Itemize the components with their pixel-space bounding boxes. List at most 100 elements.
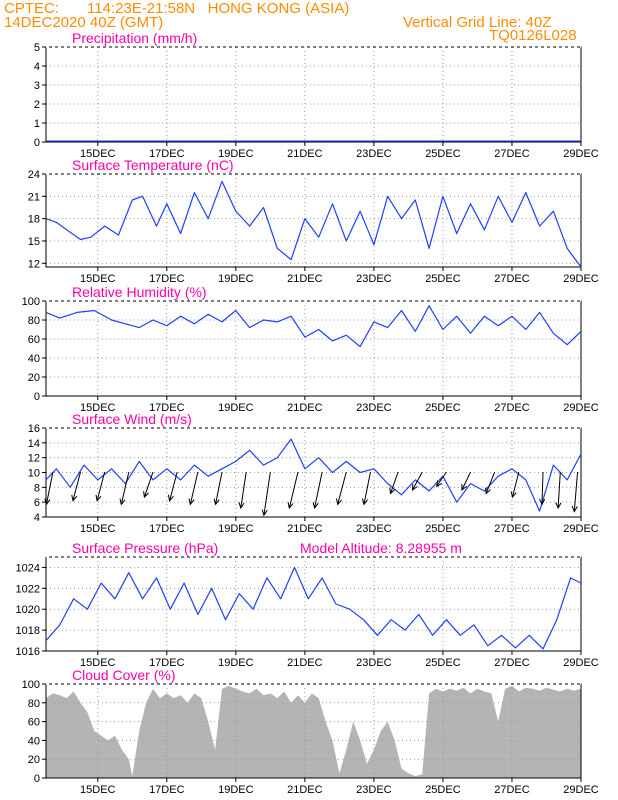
wind-vector-head [362,498,368,506]
panel-title: Surface Wind (m/s) [72,411,192,427]
wind-vector-head [238,502,245,510]
x-tick-label: 15DEC [80,523,116,535]
wind-series-line [45,438,582,512]
panel-wind: 4 6 8 10 12 14 16 15DEC 17DEC 19DEC 21DEC 23DEC 25DE… [28,411,599,535]
wind-vector [485,471,496,494]
x-tick-label: 25DEC [425,784,461,796]
panel-precip: 0 1 2 3 4 5 15DEC 17DEC 19DEC 21DEC 23DEC 25DEC 27DE… [34,30,599,160]
x-tick-label: 25DEC [425,273,461,285]
wind-vector [541,471,544,505]
y-tick-label: 20 [28,372,40,384]
y-tick-label: 40 [28,353,40,365]
panel-title: Surface Pressure (hPa) [72,540,218,556]
wind-vector-head [287,502,294,510]
wind-vector [169,471,178,501]
wind-vector-head [539,498,546,506]
header-date: 14DEC2020 40Z (GMT) [4,14,164,31]
wind-vector-head [312,502,319,510]
wind-vector [45,471,54,505]
wind-vector-head [188,498,195,506]
wind-vector-head [571,505,578,513]
panel-rh: 0 20 40 60 80 100 15DEC 17DEC 19DEC 21DEC 23DEC 25D… [22,284,599,414]
y-tick-label: 1022 [16,583,40,595]
x-tick-label: 27DEC [494,523,530,535]
x-tick-label: 21DEC [287,273,323,285]
wind-vector-head [95,494,102,502]
y-tick-label: 60 [28,717,40,729]
x-tick-label: 29DEC [563,273,599,285]
y-tick-label: 1018 [16,625,40,637]
wind-vector-head [119,498,126,506]
x-tick-label: 19DEC [218,148,254,160]
wind-vector-head [167,494,174,502]
x-tick-label: 21DEC [287,784,323,796]
y-tick-label: 6 [34,497,40,509]
cloud-area [46,685,581,778]
x-tick-label: 19DEC [218,273,254,285]
y-tick-label: 80 [28,315,40,327]
x-tick-label: 17DEC [149,523,185,535]
x-tick-label: 17DEC [149,402,185,414]
wind-vector-head [389,487,396,495]
wind-vector [240,471,247,509]
panel-frame [45,556,582,652]
y-tick-label: 3 [34,80,40,92]
pressure-series-line [45,566,582,650]
y-tick-label: 20 [28,754,40,766]
panel-temp: 12 15 18 21 24 15DEC 17DEC 19DEC 21DEC 23DEC 25DEC… [28,157,599,285]
wind-vector [573,471,579,512]
x-tick-label: 23DEC [356,148,392,160]
wind-vector-head [213,498,220,506]
x-tick-label: 21DEC [287,402,323,414]
x-tick-label: 29DEC [563,148,599,160]
panel-frame [45,683,582,779]
wind-vector-head [44,498,51,506]
y-tick-label: 24 [28,169,40,181]
wind-vector [461,471,471,491]
temp-series-line [45,180,582,268]
x-tick-label: 29DEC [563,657,599,669]
y-tick-label: 18 [28,214,40,226]
panel-title: Cloud Cover (%) [72,667,175,683]
x-tick-label: 25DEC [425,402,461,414]
wind-vector [96,471,106,501]
x-tick-label: 19DEC [218,402,254,414]
x-tick-label: 29DEC [563,402,599,414]
wind-vector [143,471,154,498]
x-tick-label: 21DEC [287,148,323,160]
panel-title: Precipitation (mm/h) [72,30,197,46]
header-grid-note: Vertical Grid Line: 40Z [403,14,552,31]
y-tick-label: 8 [34,482,40,494]
y-tick-label: 0 [34,773,40,785]
wind-vector [189,471,199,505]
panel-frame [45,300,582,397]
y-tick-label: 14 [28,438,40,450]
x-tick-label: 19DEC [218,523,254,535]
x-tick-label: 19DEC [218,657,254,669]
wind-vector-head [461,484,467,492]
wind-vector [263,471,271,516]
y-tick-label: 80 [28,698,40,710]
x-tick-label: 27DEC [494,657,530,669]
y-tick-label: 21 [28,191,40,203]
x-tick-label: 23DEC [356,273,392,285]
y-tick-label: 100 [22,679,40,691]
y-tick-label: 16 [28,423,40,435]
x-tick-label: 15DEC [80,273,116,285]
y-tick-label: 5 [34,42,40,54]
x-tick-label: 27DEC [494,402,530,414]
wind-vector [511,471,520,498]
y-tick-label: 0 [34,391,40,403]
header-source: CPTEC: [4,0,60,17]
y-tick-label: 1024 [16,562,40,574]
model-altitude-annotation: Model Altitude: 8.28955 m [300,540,462,556]
wind-vector-head [411,483,418,492]
y-tick-label: 15 [28,236,40,248]
panel-cloud: 0 20 40 60 80 100 15DEC 17DEC 19DEC 21DEC 23DEC 25D… [22,667,599,796]
panel-frame [45,46,582,143]
wind-vector [412,471,423,491]
wind-vector [120,471,130,505]
y-tick-label: 1016 [16,646,40,658]
y-tick-label: 1020 [16,604,40,616]
wind-vector-head [143,491,149,499]
